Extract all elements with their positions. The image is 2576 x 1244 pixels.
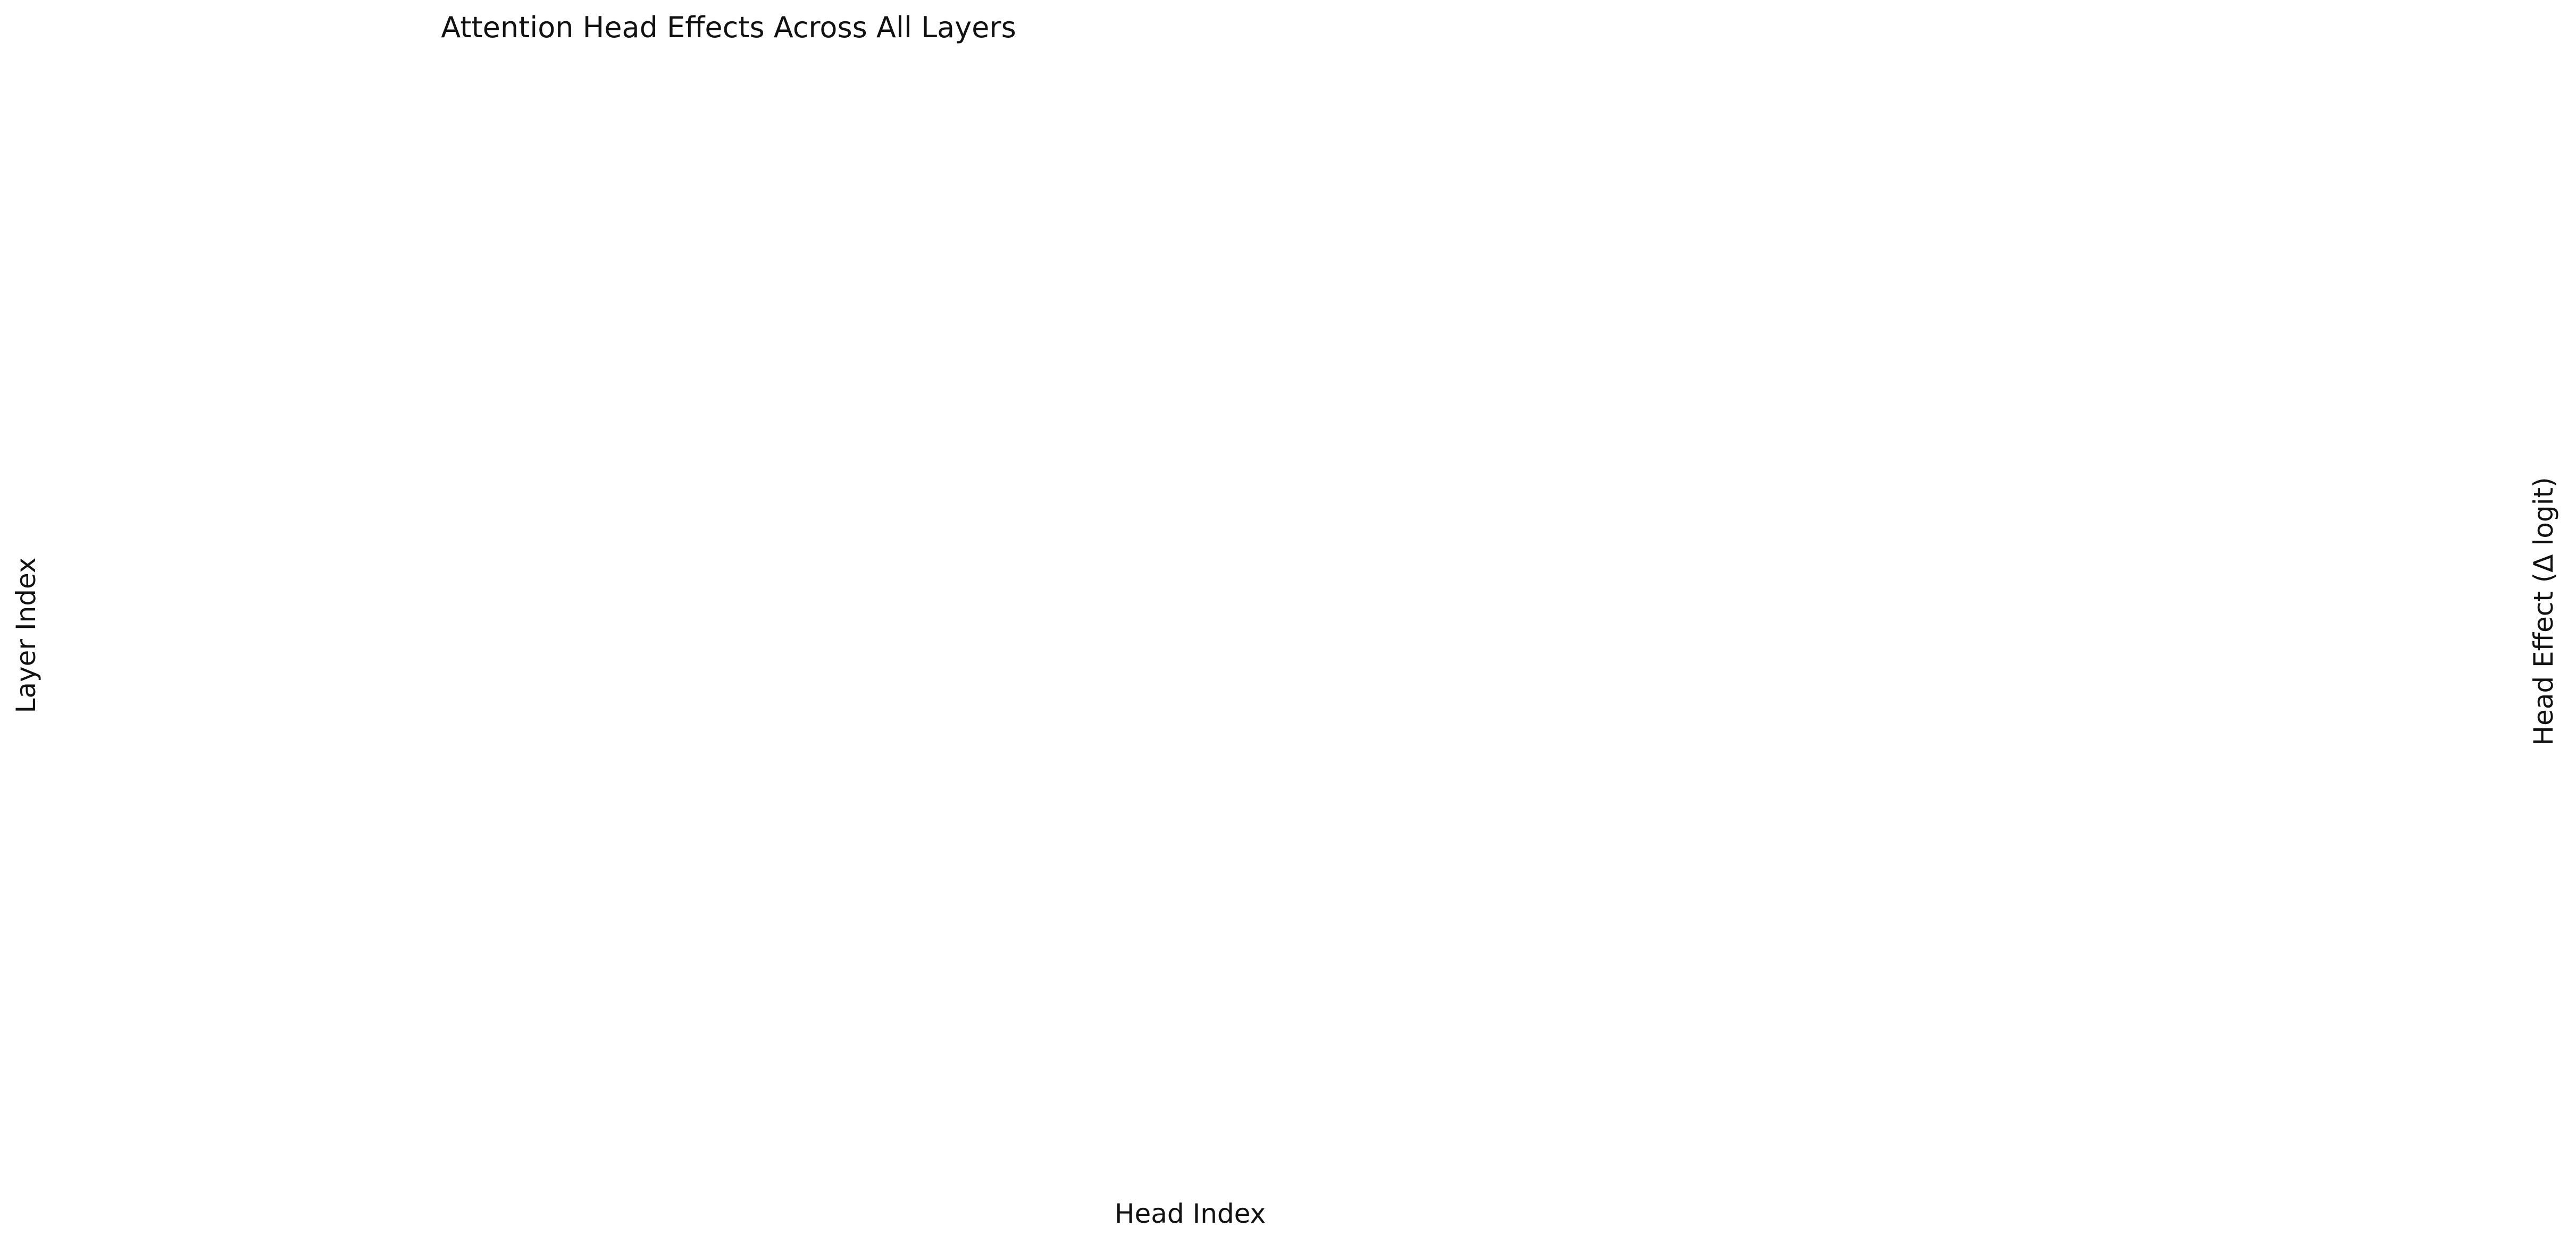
x-axis-label: Head Index — [1115, 1198, 1266, 1229]
colorbar-label: Head Effect (Δ logit) — [2528, 477, 2559, 745]
colorbar: Head Effect (Δ logit) — [2420, 82, 2559, 1143]
y-axis-label: Layer Index — [11, 558, 41, 713]
chart-title: Attention Head Effects Across All Layers — [441, 11, 1016, 44]
colorbar-gradient — [2420, 82, 2467, 1143]
